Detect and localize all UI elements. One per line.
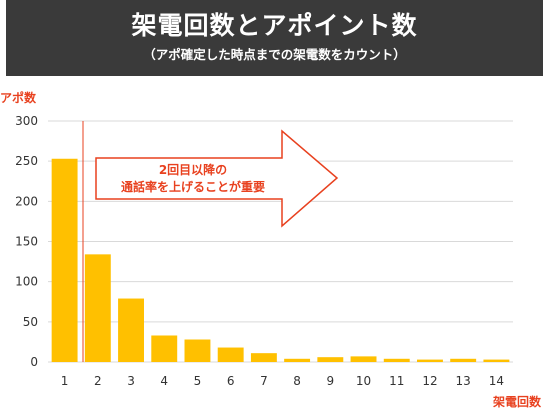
bar <box>84 254 111 362</box>
bar <box>383 358 410 362</box>
bar <box>417 359 443 362</box>
x-tick-label: 2 <box>94 374 102 388</box>
bar <box>151 335 178 362</box>
callout-line-1: 2回目以降の <box>159 162 227 177</box>
x-tick-label: 14 <box>489 374 504 388</box>
x-tick-label: 12 <box>422 374 437 388</box>
bar <box>51 158 78 362</box>
x-tick-label: 7 <box>260 374 268 388</box>
bar <box>350 356 377 362</box>
callout-line-2: 通話率を上げることが重要 <box>121 179 265 194</box>
bar <box>450 358 477 362</box>
x-tick-label: 13 <box>456 374 471 388</box>
y-tick-label: 250 <box>15 154 38 168</box>
chart-header: 架電回数とアポイント数 （アポ確定した時点までの架電数をカウント） <box>6 0 543 76</box>
x-tick-label: 1 <box>61 374 69 388</box>
x-tick-label: 4 <box>160 374 168 388</box>
y-tick-label: 200 <box>15 194 38 208</box>
y-tick-label: 0 <box>30 355 38 369</box>
chart-title: 架電回数とアポイント数 <box>131 11 418 40</box>
y-tick-label: 50 <box>23 315 38 329</box>
x-tick-label: 10 <box>356 374 371 388</box>
y-tick-label: 300 <box>15 114 38 128</box>
x-tick-label: 5 <box>194 374 202 388</box>
x-tick-label: 11 <box>389 374 404 388</box>
x-axis-label: 架電回数 <box>492 394 542 409</box>
x-tick-label: 9 <box>327 374 335 388</box>
callout-arrow <box>95 129 339 228</box>
bar <box>250 353 277 362</box>
bars <box>51 158 510 362</box>
x-axis-ticks: 1 2 3 4 5 6 7 8 9 10 11 12 13 14 <box>61 374 504 388</box>
y-tick-label: 100 <box>15 275 38 289</box>
x-tick-label: 6 <box>227 374 235 388</box>
bar <box>118 298 144 362</box>
y-axis-label: アポ数 <box>0 90 37 105</box>
bar <box>217 347 244 362</box>
chart-subtitle: （アポ確定した時点までの架電数をカウント） <box>143 47 406 62</box>
x-tick-label: 3 <box>127 374 135 388</box>
bar <box>317 357 344 362</box>
x-tick-label: 8 <box>293 374 301 388</box>
bar <box>284 358 311 362</box>
bar <box>483 359 510 362</box>
bar <box>184 339 211 362</box>
y-tick-label: 150 <box>15 235 38 249</box>
y-axis-ticks: 0 50 100 150 200 250 300 <box>15 114 38 369</box>
gridlines <box>48 120 513 363</box>
